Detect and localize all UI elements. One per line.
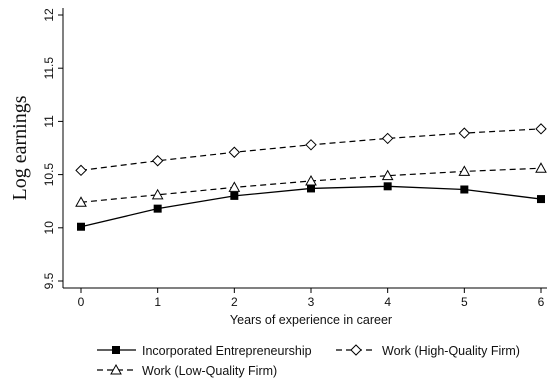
data-point-triangle (151, 188, 164, 200)
data-point-square (537, 195, 545, 204)
data-point-diamond (458, 127, 471, 139)
x-tick-label: 5 (461, 295, 468, 309)
data-point-square (153, 204, 162, 213)
y-axis-title: Log earnings (9, 95, 31, 200)
data-point-diamond (535, 123, 547, 135)
data-point-diamond (305, 139, 317, 151)
x-tick-label: 3 (308, 295, 315, 309)
data-point-square (460, 185, 469, 194)
data-point-diamond (151, 155, 164, 167)
y-tick-label: 11 (42, 115, 56, 128)
data-point-square (383, 182, 392, 191)
data-point-triangle (75, 196, 87, 207)
series-layer (75, 123, 547, 231)
series-0 (77, 182, 545, 231)
series-2 (75, 162, 547, 207)
data-point-diamond (228, 146, 241, 158)
data-point-diamond (75, 164, 87, 177)
x-tick-label: 1 (154, 295, 161, 309)
legend-item-high-quality-firm: Work (High-Quality Firm) (336, 344, 520, 358)
data-point-triangle (381, 169, 394, 181)
legend-label-low-quality: Work (Low-Quality Firm) (142, 364, 277, 378)
data-point-diamond (381, 132, 394, 145)
x-ticks: 0 1 2 3 4 5 6 (78, 288, 545, 309)
x-tick-label: 4 (384, 295, 391, 309)
data-point-triangle (305, 174, 317, 186)
legend-item-incorporated-entrepreneurship: Incorporated Entrepreneurship (97, 344, 312, 358)
legend-item-low-quality-firm: Work (Low-Quality Firm) (97, 363, 277, 378)
y-tick-label: 10 (42, 221, 56, 235)
y-tick-label: 12 (42, 8, 56, 22)
legend-triangle-marker-icon (110, 363, 122, 375)
data-point-square (307, 184, 315, 193)
legend-label-high-quality: Work (High-Quality Firm) (382, 344, 520, 358)
x-tick-label: 2 (231, 295, 238, 309)
data-point-triangle (535, 162, 547, 173)
data-point-triangle (228, 181, 241, 192)
legend: Incorporated Entrepreneurship Work (High… (97, 344, 520, 378)
x-tick-label: 6 (538, 295, 545, 309)
legend-label-incorporated: Incorporated Entrepreneurship (142, 344, 312, 358)
data-point-square (230, 191, 239, 200)
data-point-square (77, 222, 85, 231)
y-tick-label: 11.5 (42, 57, 56, 80)
y-tick-label: 10.5 (42, 163, 56, 187)
series-1 (75, 123, 547, 177)
legend-square-marker-icon (112, 346, 120, 354)
x-axis-title: Years of experience in career (230, 313, 392, 327)
legend-diamond-marker-icon (350, 344, 362, 356)
y-ticks: 9.5 10 10.5 11 11.5 12 (42, 8, 63, 289)
y-tick-label: 9.5 (42, 272, 56, 289)
x-tick-label: 0 (78, 295, 85, 309)
data-point-triangle (458, 165, 471, 176)
